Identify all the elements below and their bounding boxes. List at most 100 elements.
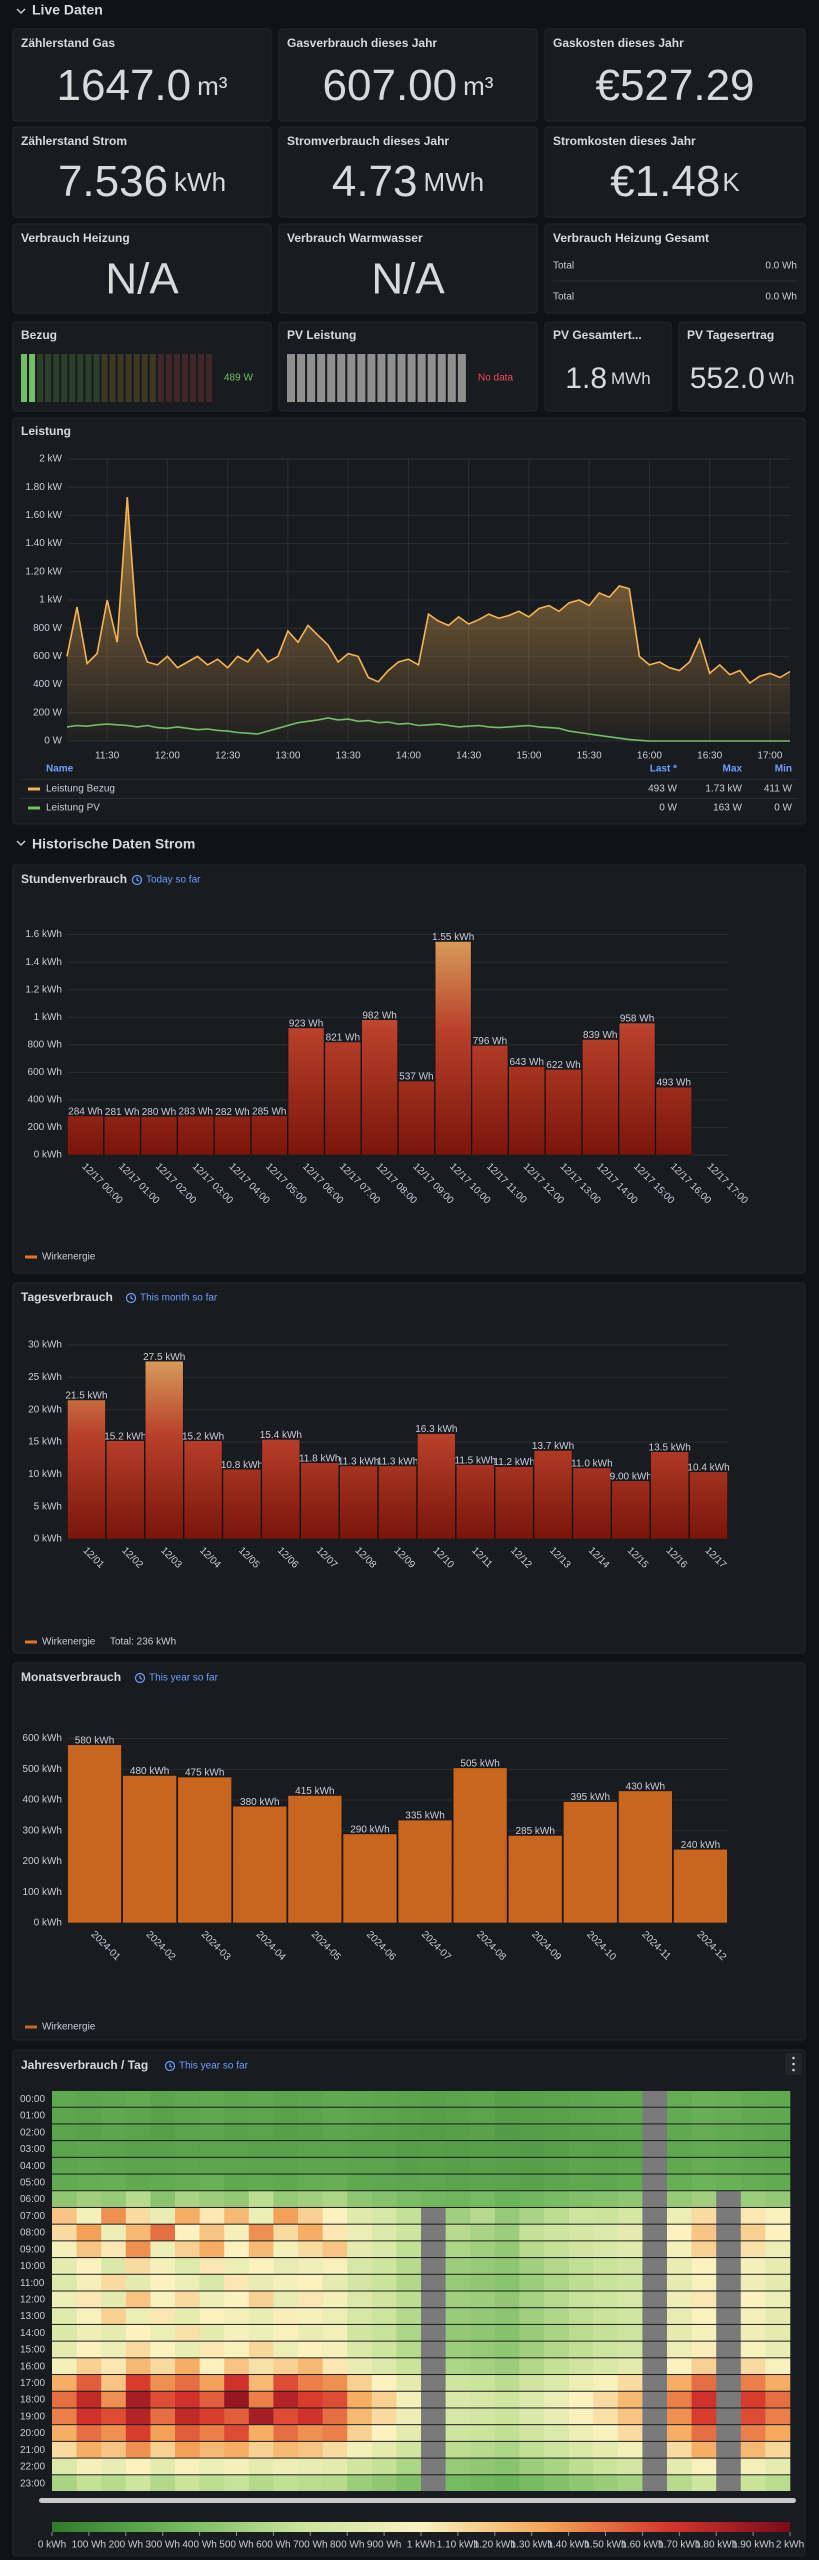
heatmap-cell bbox=[347, 2157, 373, 2174]
row-label: 00:00 bbox=[20, 2094, 45, 2105]
gauge-cell bbox=[109, 354, 116, 402]
heatmap-cell bbox=[273, 2258, 299, 2274]
menu-dot bbox=[792, 2056, 795, 2060]
heatmap-cell bbox=[544, 2341, 569, 2358]
scale-tick-label: 1.60 kWh bbox=[621, 2540, 663, 2551]
heatmap-cell bbox=[617, 2157, 643, 2174]
heatmap-cell bbox=[76, 2358, 102, 2375]
y-tick-label: 0 W bbox=[44, 736, 62, 747]
bar bbox=[508, 1066, 546, 1156]
heatmap-cell bbox=[642, 2191, 668, 2207]
heatmap-cell bbox=[740, 2141, 766, 2157]
section-chevron[interactable] bbox=[16, 840, 26, 846]
heatmap-cell bbox=[347, 2475, 373, 2491]
gauge-cell bbox=[93, 354, 100, 402]
heatmap-cell bbox=[347, 2241, 373, 2258]
heatmap-cell bbox=[175, 2458, 200, 2475]
scale-tick-label: 1.20 kWh bbox=[474, 2540, 516, 2551]
panel-title: PV Leistung bbox=[287, 328, 356, 342]
bar-value-label: 290 kWh bbox=[350, 1825, 389, 1836]
heatmap-cell bbox=[371, 2107, 397, 2124]
gauge-cell bbox=[101, 354, 108, 402]
bar bbox=[378, 1465, 417, 1540]
bar bbox=[232, 1805, 288, 1924]
heatmap-cell bbox=[445, 2458, 471, 2475]
section-title[interactable]: Live Daten bbox=[32, 2, 103, 18]
heatmap-cell bbox=[298, 2141, 323, 2157]
heatmap-cell bbox=[691, 2408, 717, 2425]
heatmap-cell bbox=[52, 2375, 77, 2391]
heatmap-cell bbox=[445, 2241, 471, 2258]
heatmap-cell bbox=[175, 2441, 200, 2458]
heatmap-cell bbox=[519, 2308, 545, 2324]
heatmap-cell bbox=[691, 2308, 717, 2324]
bar bbox=[122, 1775, 177, 1924]
legend-header: Last * bbox=[650, 764, 677, 775]
stat-panel bbox=[678, 321, 806, 412]
heatmap-cell bbox=[617, 2241, 643, 2258]
heatmap-cell bbox=[740, 2358, 766, 2375]
heatmap-cell bbox=[765, 2291, 791, 2308]
bar-value-label: 430 kWh bbox=[626, 1781, 665, 1792]
heatmap-cell bbox=[421, 2341, 446, 2358]
heatmap-cell bbox=[716, 2124, 742, 2141]
section-title[interactable]: Historische Daten Strom bbox=[32, 836, 195, 852]
heatmap-cell bbox=[642, 2224, 668, 2241]
heatmap-cell bbox=[322, 2425, 348, 2441]
heatmap-cell bbox=[76, 2191, 102, 2207]
heatmap-cell bbox=[76, 2241, 102, 2258]
panel-title: Stromverbrauch dieses Jahr bbox=[287, 134, 449, 148]
heatmap-cell bbox=[519, 2458, 545, 2475]
stat-unit: m³ bbox=[197, 71, 228, 101]
heatmap-cell bbox=[199, 2191, 225, 2207]
heatmap-cell bbox=[568, 2441, 594, 2458]
heatmap-cell bbox=[76, 2258, 102, 2274]
gauge-cell bbox=[133, 354, 140, 402]
heatmap-cell bbox=[593, 2124, 619, 2141]
heatmap-cell bbox=[347, 2375, 373, 2391]
heatmap-cell bbox=[544, 2191, 569, 2207]
heatmap-cell bbox=[175, 2174, 200, 2191]
heatmap-cell bbox=[125, 2174, 151, 2191]
heatmap-cell bbox=[617, 2258, 643, 2274]
bar bbox=[105, 1440, 145, 1540]
heatmap-cell bbox=[224, 2391, 250, 2408]
legend-name: Wirkenergie bbox=[42, 1252, 96, 1263]
bar-value-label: 505 kWh bbox=[460, 1758, 499, 1769]
heatmap-cell bbox=[150, 2341, 176, 2358]
heatmap-cell bbox=[740, 2107, 766, 2124]
scrollbar[interactable] bbox=[39, 2498, 796, 2503]
heatmap-cell bbox=[716, 2441, 742, 2458]
heatmap-cell bbox=[371, 2391, 397, 2408]
gauge-cell bbox=[77, 354, 84, 402]
gauge-cell bbox=[287, 354, 295, 402]
scale-tick-label: 800 Wh bbox=[330, 2540, 364, 2551]
panel-menu[interactable] bbox=[785, 2053, 802, 2075]
heatmap-cell bbox=[544, 2475, 569, 2491]
heatmap-cell bbox=[642, 2207, 668, 2224]
heatmap-cell bbox=[273, 2207, 299, 2224]
heatmap-cell bbox=[396, 2308, 422, 2324]
heatmap-cell bbox=[642, 2458, 668, 2475]
heatmap-cell bbox=[519, 2441, 545, 2458]
y-tick-label: 100 kWh bbox=[23, 1887, 62, 1898]
bar bbox=[177, 1776, 232, 1924]
heatmap-cell bbox=[371, 2258, 397, 2274]
stat-unit: MWh bbox=[423, 167, 484, 197]
heatmap-cell bbox=[716, 2258, 742, 2274]
gauge-cell bbox=[317, 354, 326, 402]
heatmap-cell bbox=[175, 2141, 200, 2157]
heatmap-cell bbox=[371, 2341, 397, 2358]
section-chevron[interactable] bbox=[16, 8, 26, 14]
heatmap-cell bbox=[347, 2191, 373, 2207]
heatmap-cell bbox=[544, 2107, 569, 2124]
heatmap-cell bbox=[347, 2391, 373, 2408]
bar-value-label: 958 Wh bbox=[620, 1014, 654, 1025]
heatmap-cell bbox=[765, 2341, 791, 2358]
heatmap-cell bbox=[76, 2091, 102, 2107]
heatmap-cell bbox=[642, 2308, 668, 2324]
heatmap-cell bbox=[519, 2124, 545, 2141]
heatmap-cell bbox=[175, 2157, 200, 2174]
bar-value-label: 9.00 kWh bbox=[610, 1471, 652, 1482]
heatmap-cell bbox=[199, 2124, 225, 2141]
